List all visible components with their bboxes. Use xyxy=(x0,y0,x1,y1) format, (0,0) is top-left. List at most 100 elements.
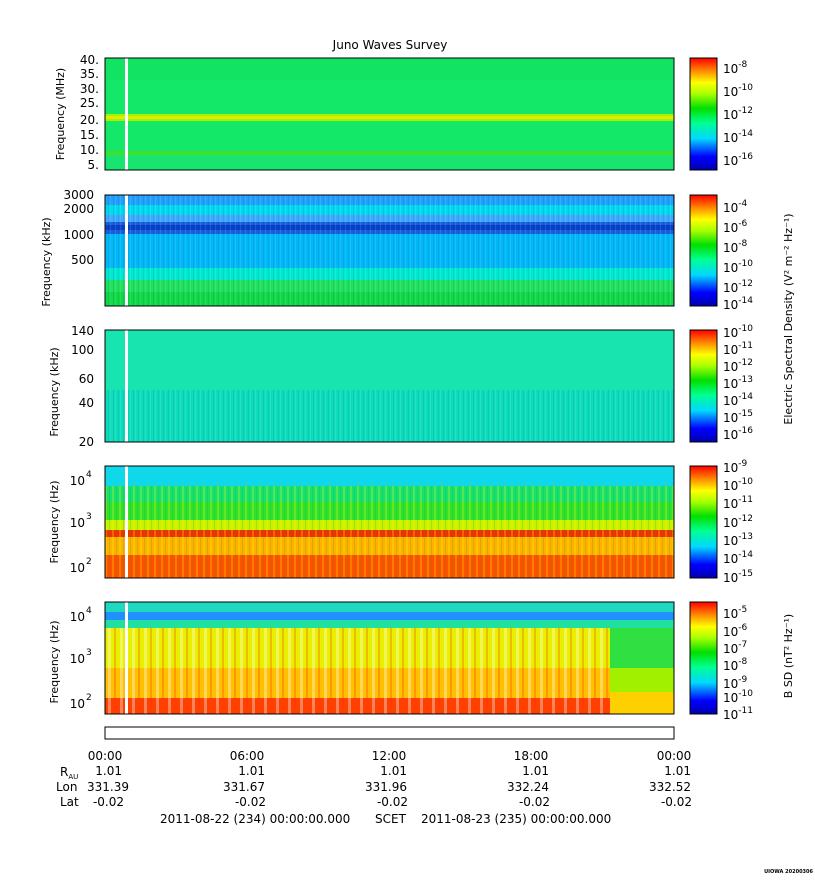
panel-1-gap xyxy=(125,58,128,170)
panel-2-frame xyxy=(104,194,675,307)
colorbar-3-tick-label: 10-10 xyxy=(723,324,753,340)
colorbar-2-tick-label: 10-4 xyxy=(723,199,748,215)
colorbar-2-tick-label: 10-12 xyxy=(723,279,753,295)
colorbar-5-tick-label: 10-8 xyxy=(723,657,748,673)
panel-5-quiet-mid xyxy=(610,668,674,692)
panel-5-ytick-1e4: 10 xyxy=(70,610,85,624)
time-tick-label: 18:00 xyxy=(514,749,549,763)
colorbar-3-tick-label: 10-16 xyxy=(723,426,753,442)
colorbar-3-tick-label: 10-12 xyxy=(723,358,753,374)
panel-1-band-low xyxy=(105,156,674,170)
panel-3-ytick-100: 100 xyxy=(71,343,94,357)
colorbar-5-tick-label: 10-5 xyxy=(723,605,747,621)
colorbar-1-tick-label: 10-8 xyxy=(723,60,748,76)
panel-3-streaks xyxy=(105,390,674,442)
ephemeris-value: 1.01 xyxy=(522,764,549,778)
ephemeris-value: 331.39 xyxy=(87,780,129,794)
ephemeris-value: 1.01 xyxy=(664,764,691,778)
time-tick-label: 00:00 xyxy=(88,749,123,763)
panel-5-yticks: 10 4 10 3 10 2 xyxy=(70,606,92,711)
panel-1-ytick-20: 20. xyxy=(80,113,99,127)
colorbar-1-tick-label: 10-12 xyxy=(723,106,753,122)
panel-1-band-9mhz xyxy=(105,151,674,155)
ephemeris-value: 1.01 xyxy=(95,764,122,778)
panel-1-ytick-30: 30. xyxy=(80,82,99,96)
panel-2-ylabel: Frequency (kHz) xyxy=(40,217,53,306)
panel-5-active-stripes xyxy=(105,628,610,714)
panel-3: Frequency (kHz) 140 100 60 40 20 xyxy=(48,324,675,449)
scet-start: 2011-08-22 (234) 00:00:00.000 xyxy=(160,812,350,826)
panel-4-frame xyxy=(104,465,675,579)
colorbar-2-tick-label: 10-8 xyxy=(723,239,748,255)
panel-2-ytick-1000: 1000 xyxy=(63,228,94,242)
panel-5-band-blue xyxy=(105,612,674,620)
ephemeris-value: -0.02 xyxy=(661,795,692,809)
shared-colorbar-label: Electric Spectral Density (V² m⁻² Hz⁻¹) xyxy=(782,213,795,424)
panel-1-frame xyxy=(104,57,675,171)
colorbar-4-tick-label: 10-13 xyxy=(723,532,753,548)
panel-1-band-21mhz-core xyxy=(105,116,674,119)
colorbar-3-tick-label: 10-14 xyxy=(723,392,753,408)
colorbar-2-tick-label: 10-6 xyxy=(723,219,748,235)
panel-5-band-aqua xyxy=(105,620,674,628)
panel-2-yticks: 3000 2000 1000 500 xyxy=(63,188,94,267)
ephemeris-value: 332.52 xyxy=(649,780,691,794)
colorbar-5-tick-label: 10-7 xyxy=(723,640,747,656)
colorbar-1-ticks: 10-8 10-10 10-12 10-14 10-16 xyxy=(723,60,753,168)
colorbar-5-tick-label: 10-6 xyxy=(723,623,748,639)
footer-stamp: UIOWA 20200306 xyxy=(764,869,813,875)
time-axis-bar xyxy=(104,726,675,740)
panel-2-ytick-3000: 3000 xyxy=(63,188,94,202)
panel-1-ytick-5: 5. xyxy=(88,158,99,172)
panel-4-ytick-1e4-exp: 4 xyxy=(86,470,92,480)
panel-5-ytick-1e3: 10 xyxy=(70,652,85,666)
colorbar-5-gradient xyxy=(689,601,718,715)
panel-5-frame xyxy=(104,601,675,715)
colorbar-5: 10-5 10-6 10-7 10-8 10-9 10-10 10-11 B S… xyxy=(689,601,795,722)
colorbar-4: 10-9 10-10 10-11 10-12 10-13 10-14 10-15 xyxy=(689,459,753,585)
colorbar-4-tick-label: 10-14 xyxy=(723,550,753,566)
colorbar-5-label: B SD (nT² Hz⁻¹) xyxy=(782,614,795,698)
ephemeris-row-lat: Lat -0.02 -0.02 -0.02 -0.02 -0.02 xyxy=(60,795,692,809)
ephemeris-label-lon: Lon xyxy=(56,780,77,794)
panel-4-ylabel: Frequency (Hz) xyxy=(48,481,61,564)
colorbar-5-tick-label: 10-10 xyxy=(723,689,753,705)
panel-3-yticks: 140 100 60 40 20 xyxy=(71,324,94,449)
panel-1-ylabel: Frequency (MHz) xyxy=(54,68,67,160)
panel-2-gap xyxy=(125,195,128,306)
ephemeris-value: 1.01 xyxy=(380,764,407,778)
colorbar-4-tick-label: 10-12 xyxy=(723,514,753,530)
colorbar-2-tick-label: 10-14 xyxy=(723,296,753,312)
panel-5-quiet-upper xyxy=(610,628,674,668)
colorbar-3: 10-10 10-11 10-12 10-13 10-14 10-15 10-1… xyxy=(689,324,753,443)
panel-3-ytick-60: 60 xyxy=(79,372,94,386)
colorbar-1: 10-8 10-10 10-12 10-14 10-16 xyxy=(689,57,753,171)
colorbar-4-tick-label: 10-10 xyxy=(723,477,753,493)
panel-5-ytick-1e2: 10 xyxy=(70,697,85,711)
ephemeris-value: 1.01 xyxy=(238,764,265,778)
colorbar-2-ticks: 10-4 10-6 10-8 10-10 10-12 10-14 xyxy=(723,199,753,312)
panel-5: Frequency (Hz) 10 4 10 3 10 2 xyxy=(48,601,675,715)
colorbar-3-tick-label: 10-13 xyxy=(723,375,753,391)
ephemeris-value: -0.02 xyxy=(235,795,266,809)
colorbar-5-ticks: 10-5 10-6 10-7 10-8 10-9 10-10 10-11 xyxy=(723,605,753,722)
panel-1-ytick-15: 15. xyxy=(80,128,99,142)
panel-4: Frequency (Hz) 10 4 10 3 10 2 xyxy=(48,465,675,579)
scet-line: 2011-08-22 (234) 00:00:00.000 SCET 2011-… xyxy=(160,812,611,826)
panel-1-band-top xyxy=(105,58,674,80)
ephemeris-value: -0.02 xyxy=(93,795,124,809)
panel-2: Frequency (kHz) 3000 2000 1000 500 xyxy=(40,188,675,307)
panel-5-quiet-lower xyxy=(610,692,674,714)
panel-5-ylabel: Frequency (Hz) xyxy=(48,621,61,704)
colorbar-5-tick-label: 10-11 xyxy=(723,706,753,722)
ephemeris-row-lon: Lon 331.39 331.67 331.96 332.24 332.52 xyxy=(56,780,691,794)
panel-4-gap xyxy=(125,466,128,578)
panel-2-ytick-2000: 2000 xyxy=(63,202,94,216)
panel-1-ytick-10: 10. xyxy=(80,143,99,157)
colorbar-4-gradient xyxy=(689,465,718,579)
scet-label: SCET xyxy=(375,812,407,826)
panel-4-ytick-1e2: 10 xyxy=(70,561,85,575)
colorbar-2-tick-label: 10-10 xyxy=(723,259,753,275)
ephemeris-value: 331.67 xyxy=(223,780,265,794)
panel-3-ytick-140: 140 xyxy=(71,324,94,338)
